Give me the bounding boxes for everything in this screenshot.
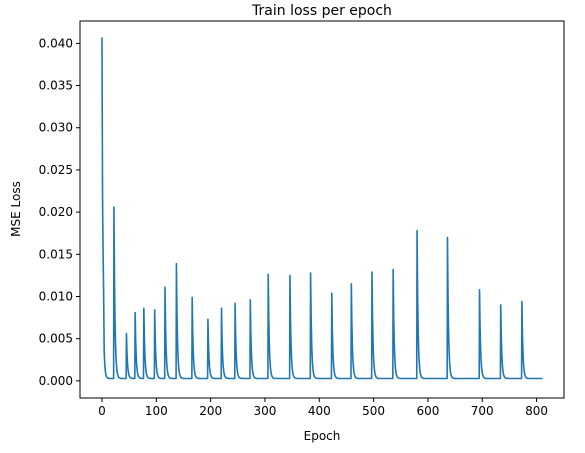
plot-area (101, 37, 543, 380)
x-tick-label: 0 (98, 404, 106, 418)
y-tick-label: 0.030 (39, 121, 73, 135)
y-tick-label: 0.020 (39, 205, 73, 219)
y-axis-ticks: 0.000 0.005 0.010 0.015 0.020 0.025 0.030 0.035… (39, 36, 80, 388)
y-tick-label: 0.025 (39, 163, 73, 177)
chart-title: Train loss per epoch (251, 3, 392, 19)
x-tick-label: 500 (362, 404, 385, 418)
x-tick-label: 800 (525, 404, 548, 418)
x-axis-label: Epoch (304, 429, 341, 443)
x-tick-label: 100 (145, 404, 168, 418)
x-axis-ticks: 0 100 200 300 400 500 600 700 800 (98, 398, 548, 418)
y-tick-label: 0.035 (39, 79, 73, 93)
x-tick-label: 400 (308, 404, 331, 418)
y-tick-label: 0.015 (39, 247, 73, 261)
axes-frame (79, 20, 565, 399)
y-axis-label: MSE Loss (9, 181, 23, 237)
y-tick-label: 0.000 (39, 374, 73, 388)
x-tick-label: 200 (199, 404, 222, 418)
x-tick-label: 700 (471, 404, 494, 418)
y-tick-label: 0.005 (39, 332, 73, 346)
y-tick-label: 0.040 (39, 36, 73, 50)
loss-series-line (101, 37, 543, 380)
x-tick-label: 600 (416, 404, 439, 418)
y-tick-label: 0.010 (39, 289, 73, 303)
x-tick-label: 300 (254, 404, 277, 418)
